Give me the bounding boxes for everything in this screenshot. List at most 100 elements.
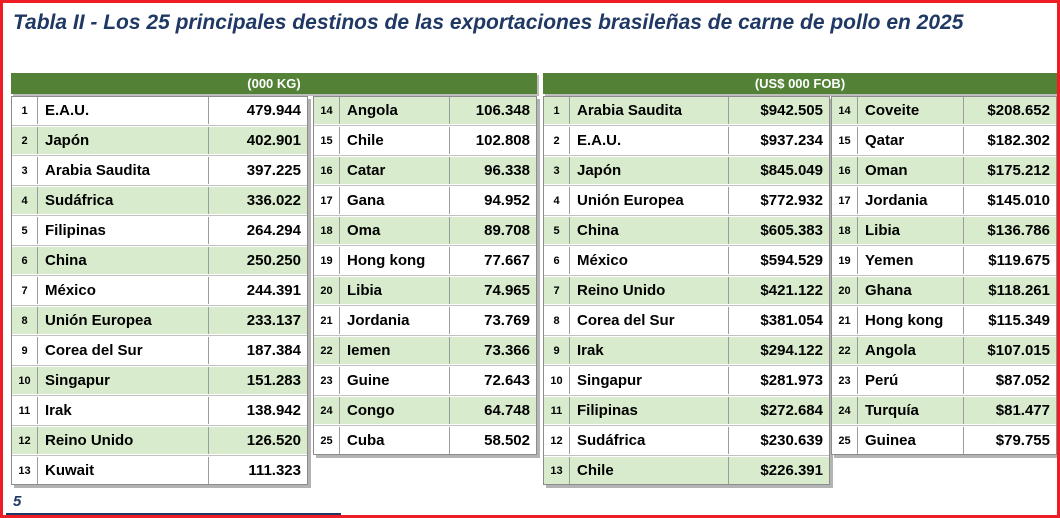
table-row: 4 Sudáfrica 336.022 <box>12 187 307 214</box>
rank-cell: 16 <box>314 157 340 184</box>
rank-cell: 24 <box>832 397 858 424</box>
value-cell: 187.384 <box>246 342 301 359</box>
country-cell: China <box>570 217 729 244</box>
country-cell: Irak <box>38 397 209 424</box>
country-cell: Libia <box>858 217 964 244</box>
page-number: 5 <box>13 493 22 510</box>
row-divider <box>832 244 1056 247</box>
country-cell: Gana <box>340 187 450 214</box>
value-cell: $175.212 <box>987 162 1050 179</box>
rank-cell: 1 <box>544 97 570 124</box>
value-cell: 77.667 <box>484 252 530 269</box>
country-cell: Chile <box>340 127 450 154</box>
country-cell: Kuwait <box>38 457 209 484</box>
value-cell: $942.505 <box>760 102 823 119</box>
table-row: 4 Unión Europea $772.932 <box>544 187 829 214</box>
table-row: 19 Yemen $119.675 <box>832 247 1056 274</box>
value-cell: 96.338 <box>484 162 530 179</box>
rank-cell: 22 <box>832 337 858 364</box>
row-divider <box>314 334 536 337</box>
country-cell: Filipinas <box>570 397 729 424</box>
rank-cell: 5 <box>12 217 38 244</box>
table-row: 20 Libia 74.965 <box>314 277 536 304</box>
value-cell: 402.901 <box>246 132 301 149</box>
rank-cell: 4 <box>12 187 38 214</box>
rank-cell: 18 <box>314 217 340 244</box>
rank-cell: 10 <box>12 367 38 394</box>
table-row: 25 Guinea $79.755 <box>832 427 1056 454</box>
row-divider <box>832 274 1056 277</box>
table-row: 17 Jordania $145.010 <box>832 187 1056 214</box>
value-cell: $208.652 <box>987 102 1050 119</box>
row-divider <box>12 394 307 397</box>
rank-cell: 21 <box>314 307 340 334</box>
table-row: 23 Guine 72.643 <box>314 367 536 394</box>
table-row: 2 Japón 402.901 <box>12 127 307 154</box>
country-cell: México <box>38 277 209 304</box>
table-row: 8 Corea del Sur $381.054 <box>544 307 829 334</box>
rank-cell: 24 <box>314 397 340 424</box>
table-row: 11 Irak 138.942 <box>12 397 307 424</box>
row-divider <box>12 424 307 427</box>
value-cell: $79.755 <box>995 432 1050 449</box>
row-divider <box>832 124 1056 127</box>
row-divider <box>12 184 307 187</box>
row-divider <box>314 214 536 217</box>
rank-cell: 4 <box>544 187 570 214</box>
value-cell: 336.022 <box>246 192 301 209</box>
value-cell: 138.942 <box>246 402 301 419</box>
row-divider <box>12 124 307 127</box>
table-row: 12 Sudáfrica $230.639 <box>544 427 829 454</box>
rank-cell: 10 <box>544 367 570 394</box>
rank-cell: 14 <box>832 97 858 124</box>
value-cell: 111.323 <box>248 462 301 479</box>
country-cell: Libia <box>340 277 450 304</box>
fob-table-ranks-1-13: 1 Arabia Saudita $942.505 2 E.A.U. $937.234 3 J… <box>543 96 830 485</box>
table-row: 3 Arabia Saudita 397.225 <box>12 157 307 184</box>
value-cell: 102.808 <box>475 132 530 149</box>
table-row: 13 Chile $226.391 <box>544 457 829 484</box>
rank-cell: 6 <box>12 247 38 274</box>
country-cell: Jordania <box>340 307 450 334</box>
value-cell: $81.477 <box>995 402 1050 419</box>
value-cell: $119.675 <box>988 252 1050 269</box>
country-cell: Reino Unido <box>570 277 729 304</box>
country-cell: Oman <box>858 157 964 184</box>
row-divider <box>544 364 829 367</box>
value-cell: $118.261 <box>988 282 1050 299</box>
table-row: 5 Filipinas 264.294 <box>12 217 307 244</box>
row-divider <box>544 244 829 247</box>
table-row: 15 Qatar $182.302 <box>832 127 1056 154</box>
row-divider <box>544 424 829 427</box>
value-cell: $272.684 <box>760 402 823 419</box>
country-cell: Angola <box>340 97 450 124</box>
country-cell: Hong kong <box>340 247 450 274</box>
row-divider <box>12 244 307 247</box>
country-cell: Arabia Saudita <box>570 97 729 124</box>
table-row: 21 Hong kong $115.349 <box>832 307 1056 334</box>
row-divider <box>12 304 307 307</box>
row-divider <box>314 274 536 277</box>
value-cell: $845.049 <box>760 162 823 179</box>
rank-cell: 20 <box>832 277 858 304</box>
value-cell: 89.708 <box>484 222 530 239</box>
row-divider <box>544 154 829 157</box>
table-row: 8 Unión Europea 233.137 <box>12 307 307 334</box>
table-row: 16 Oman $175.212 <box>832 157 1056 184</box>
value-cell: $294.122 <box>760 342 823 359</box>
row-divider <box>314 394 536 397</box>
value-cell: $937.234 <box>760 132 823 149</box>
row-divider <box>314 244 536 247</box>
country-cell: Sudáfrica <box>38 187 209 214</box>
value-cell: $87.052 <box>995 372 1050 389</box>
value-cell: 126.520 <box>246 432 301 449</box>
row-divider <box>544 454 829 457</box>
table-row: 21 Jordania 73.769 <box>314 307 536 334</box>
country-cell: Sudáfrica <box>570 427 729 454</box>
value-cell: 397.225 <box>246 162 301 179</box>
value-cell: $594.529 <box>760 252 823 269</box>
row-divider <box>12 154 307 157</box>
rank-cell: 17 <box>314 187 340 214</box>
country-cell: Unión Europea <box>570 187 729 214</box>
table-row: 6 China 250.250 <box>12 247 307 274</box>
